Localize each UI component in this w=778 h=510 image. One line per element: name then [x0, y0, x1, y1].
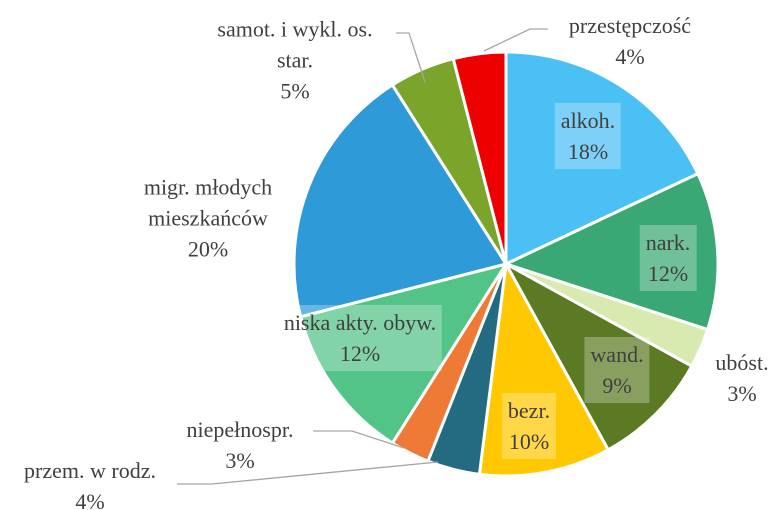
slice-label: samot. i wykl. os. star. 5%	[211, 12, 378, 109]
slice-label: bezr. 10%	[501, 393, 557, 459]
value-label: 20%	[187, 236, 229, 262]
pie-slice	[451, 50, 508, 265]
value-label: 4%	[615, 44, 645, 69]
category-label: przestępczość	[568, 13, 692, 38]
pie-slice	[501, 171, 720, 332]
slice-label: niepełnospr. 3%	[181, 412, 300, 478]
pie-slice	[298, 261, 510, 446]
value-label: 10%	[508, 429, 550, 454]
pie-slice	[292, 82, 509, 319]
category-label: nark.	[645, 230, 691, 255]
value-label: 9%	[602, 373, 632, 398]
slice-label: nark. 12%	[639, 225, 697, 291]
slice-label: ubóst. 3%	[709, 345, 774, 411]
category-label: ubóst.	[715, 350, 769, 375]
slice-label: wand. 9%	[584, 337, 650, 403]
slice-label: przestępczość 4%	[563, 8, 697, 74]
slice-label: przem. w rodz. 4%	[18, 453, 162, 510]
leader-line	[313, 430, 405, 449]
leader-line	[483, 28, 548, 52]
value-label: 18%	[567, 139, 609, 164]
category-label: przem. w rodz.	[24, 458, 156, 483]
category-label: alkoh.	[560, 108, 616, 133]
value-label: 4%	[75, 489, 105, 510]
pie-slice	[477, 259, 611, 478]
category-label: wand.	[590, 342, 644, 367]
value-label: 12%	[339, 341, 381, 366]
pie-slice	[502, 260, 694, 452]
slice-label: niska akty. obyw. 12%	[277, 305, 443, 371]
value-label: 12%	[647, 261, 689, 286]
category-label: samot. i wykl. os. star.	[217, 16, 373, 73]
category-label: niska akty. obyw.	[283, 310, 437, 335]
slice-label: alkoh. 18%	[554, 103, 622, 169]
value-label: 5%	[280, 78, 310, 104]
category-label: niepełnospr.	[186, 417, 294, 442]
category-label: migr. młodych mieszkańców	[143, 174, 273, 231]
pie-slice	[504, 50, 700, 267]
slice-label: migr. młodych mieszkańców 20%	[138, 170, 278, 267]
value-label: 3%	[727, 381, 757, 406]
leader-line	[396, 32, 426, 83]
leader-line	[177, 461, 439, 485]
value-label: 3%	[225, 448, 255, 473]
category-label: bezr.	[507, 398, 551, 423]
